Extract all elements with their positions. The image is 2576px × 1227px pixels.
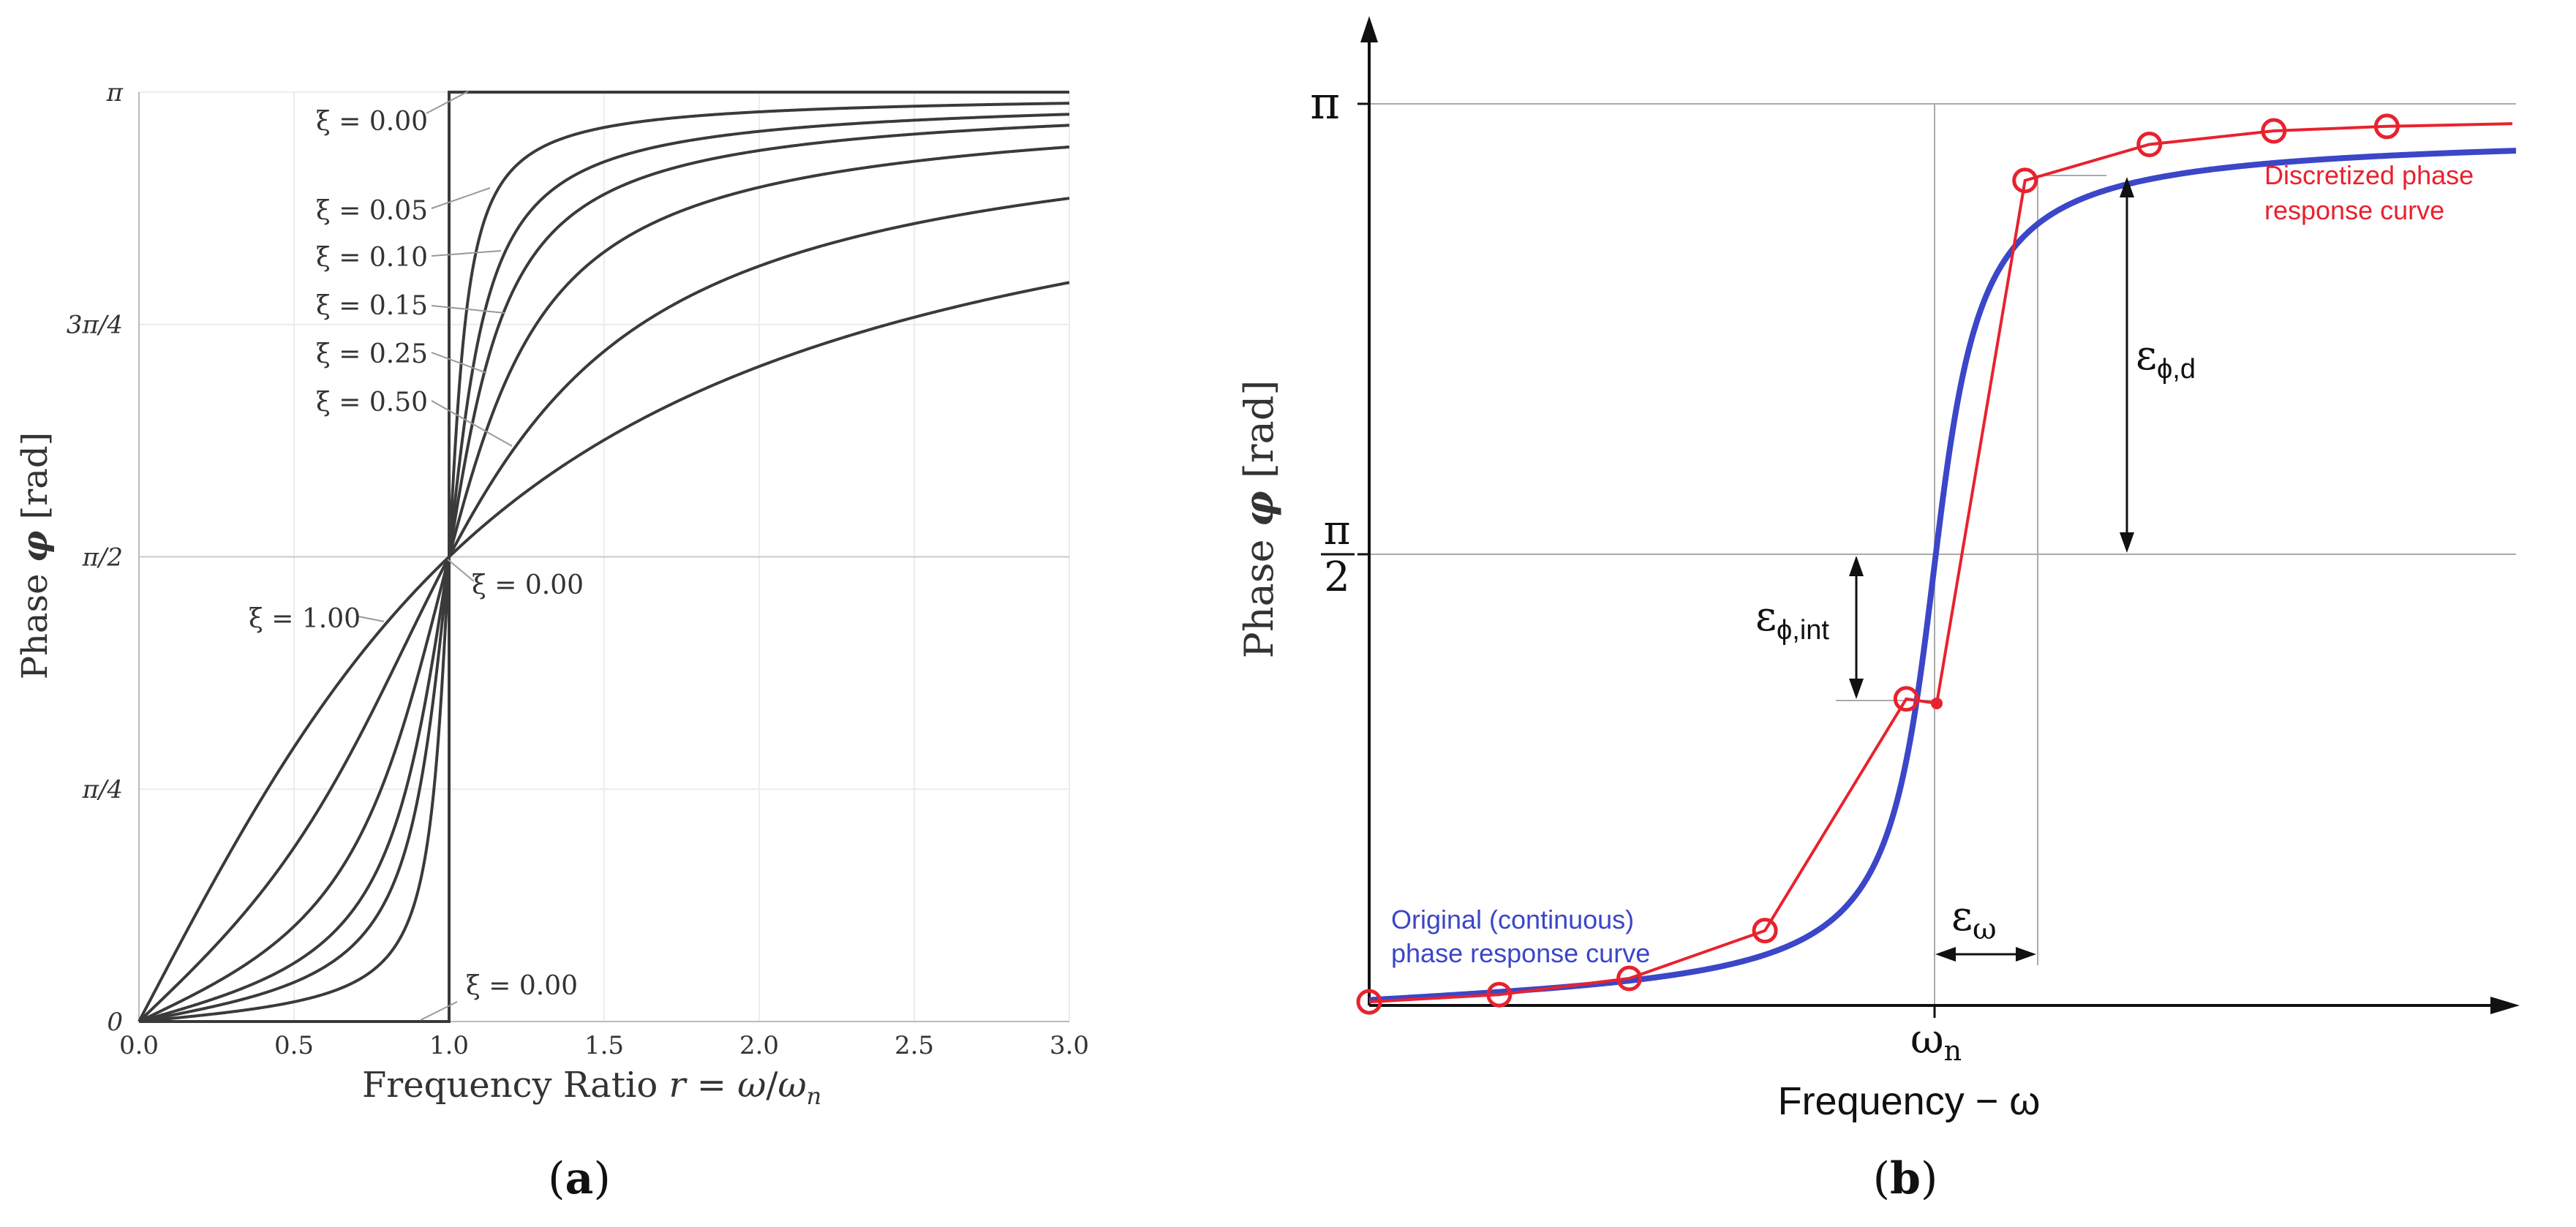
a-tick-labels: 0.0 0.5 1.0 1.5 2.0 2.5 3.0 0 π/4 π/2 3π/4 π xyxy=(67,78,1089,1060)
b-curves xyxy=(1356,113,2517,1015)
annot-xi-010: ξ = 0.10 xyxy=(316,243,428,273)
b-gridlines xyxy=(1369,103,2516,1005)
panel-a: 0.0 0.5 1.0 1.5 2.0 2.5 3.0 0 π/4 π/2 3π/4 π ξ = 0.… xyxy=(15,78,1089,1204)
b-ylabel: Phase φ [rad] xyxy=(1235,380,1282,659)
a-caption: (a) xyxy=(548,1153,611,1204)
b-ytick-half-num: π xyxy=(1324,507,1351,554)
annot-xi-100: ξ = 1.00 xyxy=(249,604,361,634)
a-series-line xyxy=(138,281,1070,1022)
legend-discrete-line2: response curve xyxy=(2264,195,2444,225)
label-eps-phi-d: εϕ,d xyxy=(2136,332,2196,385)
annot-xi-0-bottom: ξ = 0.00 xyxy=(466,971,578,1001)
b-discrete-point xyxy=(1752,918,1778,944)
annot-xi-0-top: ξ = 0.00 xyxy=(316,107,428,137)
a-xtick-label: 3.0 xyxy=(1050,1031,1089,1060)
b-original-curve xyxy=(1368,148,2517,1003)
a-xtick-label: 2.5 xyxy=(895,1031,934,1060)
a-xtick-label: 1.5 xyxy=(584,1031,624,1060)
b-xtick-omega-n: ωn xyxy=(1910,1016,1962,1067)
b-discrete-curve xyxy=(1368,122,2513,1004)
a-ytick-label: π/4 xyxy=(82,775,123,804)
legend-original-line2: phase response curve xyxy=(1391,938,1650,968)
a-series-line xyxy=(138,197,1070,1023)
a-series-line xyxy=(138,102,1070,1023)
annot-xi-025: ξ = 0.25 xyxy=(316,339,428,369)
legend-original-line1: Original (continuous) xyxy=(1391,905,1634,935)
a-annotations: ξ = 0.00 ξ = 0.05 ξ = 0.10 ξ = 0.15 ξ = … xyxy=(249,91,584,1021)
b-discrete-point xyxy=(2136,131,2163,157)
annot-xi-050: ξ = 0.50 xyxy=(316,388,428,418)
label-eps-omega: εω xyxy=(1951,893,1997,946)
a-series-line xyxy=(138,145,1070,1023)
b-discrete-point xyxy=(1893,686,1919,712)
annot-xi-0-mid: ξ = 0.00 xyxy=(472,570,584,600)
annot-xi-005: ξ = 0.05 xyxy=(316,196,428,226)
a-ytick-label: π/2 xyxy=(82,543,123,572)
b-xlabel: Frequency − ω xyxy=(1778,1079,2041,1123)
b-interpolated-point xyxy=(1931,697,1943,709)
a-ytick-label: 0 xyxy=(107,1008,123,1037)
b-caption: (b) xyxy=(1873,1153,1938,1204)
label-eps-phi-int: εϕ,int xyxy=(1755,593,1829,646)
a-xtick-label: 1.0 xyxy=(429,1031,469,1060)
a-ytick-label: π xyxy=(106,78,124,107)
b-discrete-point xyxy=(2261,118,2287,144)
panel-b: π π 2 ωn εϕ,d εϕ,int εω Original (contin… xyxy=(1235,16,2520,1204)
a-ylabel: Phase φ [rad] xyxy=(15,432,56,680)
a-gridlines xyxy=(138,91,1070,1022)
b-ytick-pi: π xyxy=(1310,76,1340,129)
b-discrete-point xyxy=(2373,113,2400,140)
b-ytick-half-den: 2 xyxy=(1324,554,1350,601)
b-discrete-point xyxy=(1486,981,1513,1008)
a-series-line xyxy=(138,124,1070,1023)
b-discrete-point xyxy=(1356,989,1382,1015)
a-xtick-label: 2.0 xyxy=(739,1031,779,1060)
a-curves xyxy=(138,90,1070,1023)
a-xtick-label: 0.5 xyxy=(274,1031,314,1060)
b-discrete-point xyxy=(2012,167,2038,194)
a-xlabel: Frequency Ratio r = ω/ωn xyxy=(362,1065,821,1110)
b-error-arrows xyxy=(1849,177,2134,962)
b-axes xyxy=(1357,16,2520,1018)
b-discrete-point xyxy=(1616,965,1643,992)
a-xtick-label: 0.0 xyxy=(119,1031,159,1060)
annot-xi-015: ξ = 0.15 xyxy=(316,291,428,321)
a-series-line xyxy=(138,113,1070,1023)
legend-discrete-line1: Discretized phase xyxy=(2264,160,2474,190)
a-ytick-label: 3π/4 xyxy=(67,311,123,340)
